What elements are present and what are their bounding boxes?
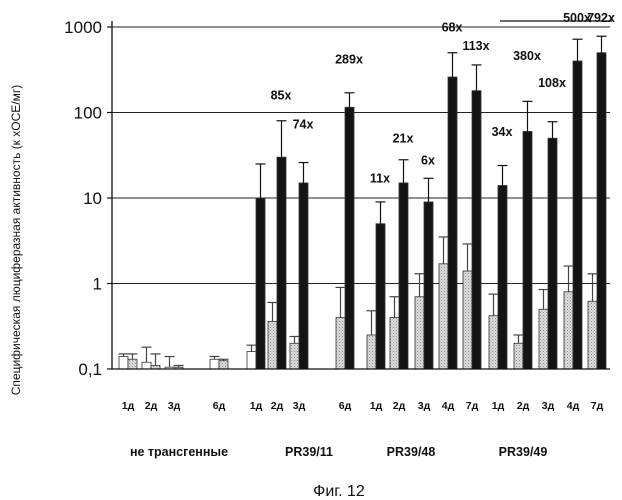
bar xyxy=(548,138,557,369)
bar xyxy=(345,107,354,369)
fold-change-label: 85x xyxy=(271,89,292,103)
day-label: 1д xyxy=(250,400,263,412)
day-label: 3д xyxy=(293,400,306,412)
bar xyxy=(514,343,523,369)
fold-change-label: 6x xyxy=(421,153,435,167)
bar xyxy=(268,321,277,369)
day-label: 1д xyxy=(122,400,135,412)
fold-change-label: 792x xyxy=(587,11,615,25)
day-label: 2д xyxy=(145,400,158,412)
day-label: 3д xyxy=(542,400,555,412)
day-label: 7д xyxy=(466,400,479,412)
day-label: 4д xyxy=(442,400,455,412)
y-axis-label: Специфическая люциферазная активность (к… xyxy=(9,85,23,395)
bar xyxy=(588,301,597,369)
day-label: 6д xyxy=(213,400,226,412)
day-label: 7д xyxy=(591,400,604,412)
bar xyxy=(463,271,472,369)
bar xyxy=(539,309,548,369)
day-label: 2д xyxy=(393,400,406,412)
bar xyxy=(597,53,606,369)
day-label: 3д xyxy=(418,400,431,412)
bar xyxy=(489,316,498,369)
bar xyxy=(424,202,433,369)
y-tick-label: 1 xyxy=(93,275,102,294)
day-label: 4д xyxy=(567,400,580,412)
y-tick-label: 100 xyxy=(74,104,102,123)
bars xyxy=(119,53,606,369)
fold-change-label: 108x xyxy=(538,76,566,90)
group-label: PR39/48 xyxy=(387,445,436,459)
bar xyxy=(142,362,151,369)
bar xyxy=(119,357,128,369)
bar xyxy=(367,335,376,369)
error-bars xyxy=(119,36,607,367)
bar xyxy=(573,61,582,369)
bar xyxy=(448,77,457,369)
fold-change-label: 380x xyxy=(513,49,541,63)
fold-change-label: 113x xyxy=(462,39,489,53)
bar xyxy=(390,318,399,369)
day-label: 6д xyxy=(339,400,352,412)
bar xyxy=(439,264,448,369)
fold-change-label: 21x xyxy=(393,131,414,145)
fold-change-label: 34x xyxy=(492,125,513,139)
day-label: 1д xyxy=(370,400,383,412)
bar xyxy=(128,359,137,369)
day-label: 1д xyxy=(492,400,505,412)
bar xyxy=(219,361,228,369)
bar xyxy=(399,183,408,369)
bar xyxy=(290,343,299,369)
fold-change-label: 74x xyxy=(293,118,314,132)
bar xyxy=(336,318,345,369)
bar xyxy=(564,292,573,369)
bar xyxy=(277,157,286,369)
bar xyxy=(376,224,385,369)
fold-change-label: 11x xyxy=(370,171,390,185)
bar xyxy=(498,186,507,369)
bar xyxy=(523,131,532,369)
bar xyxy=(299,183,308,369)
group-label: не трансгенные xyxy=(130,445,228,459)
group-label: PR39/11 xyxy=(285,445,333,459)
bar xyxy=(472,91,481,369)
day-label: 2д xyxy=(271,400,284,412)
y-tick-label: 1000 xyxy=(64,18,102,37)
fold-change-label: 68x xyxy=(442,21,463,35)
y-tick-label: 0,1 xyxy=(78,360,102,379)
axes xyxy=(107,21,612,369)
bar xyxy=(247,352,256,369)
day-label: 2д xyxy=(517,400,530,412)
figure-caption: Фиг. 12 xyxy=(313,483,365,500)
fold-change-label: 289x xyxy=(335,52,363,66)
group-label: PR39/49 xyxy=(499,445,548,459)
day-label: 3д xyxy=(168,400,181,412)
bar xyxy=(256,198,265,369)
bar xyxy=(415,297,424,369)
y-tick-label: 10 xyxy=(83,189,102,208)
bar xyxy=(210,359,219,369)
